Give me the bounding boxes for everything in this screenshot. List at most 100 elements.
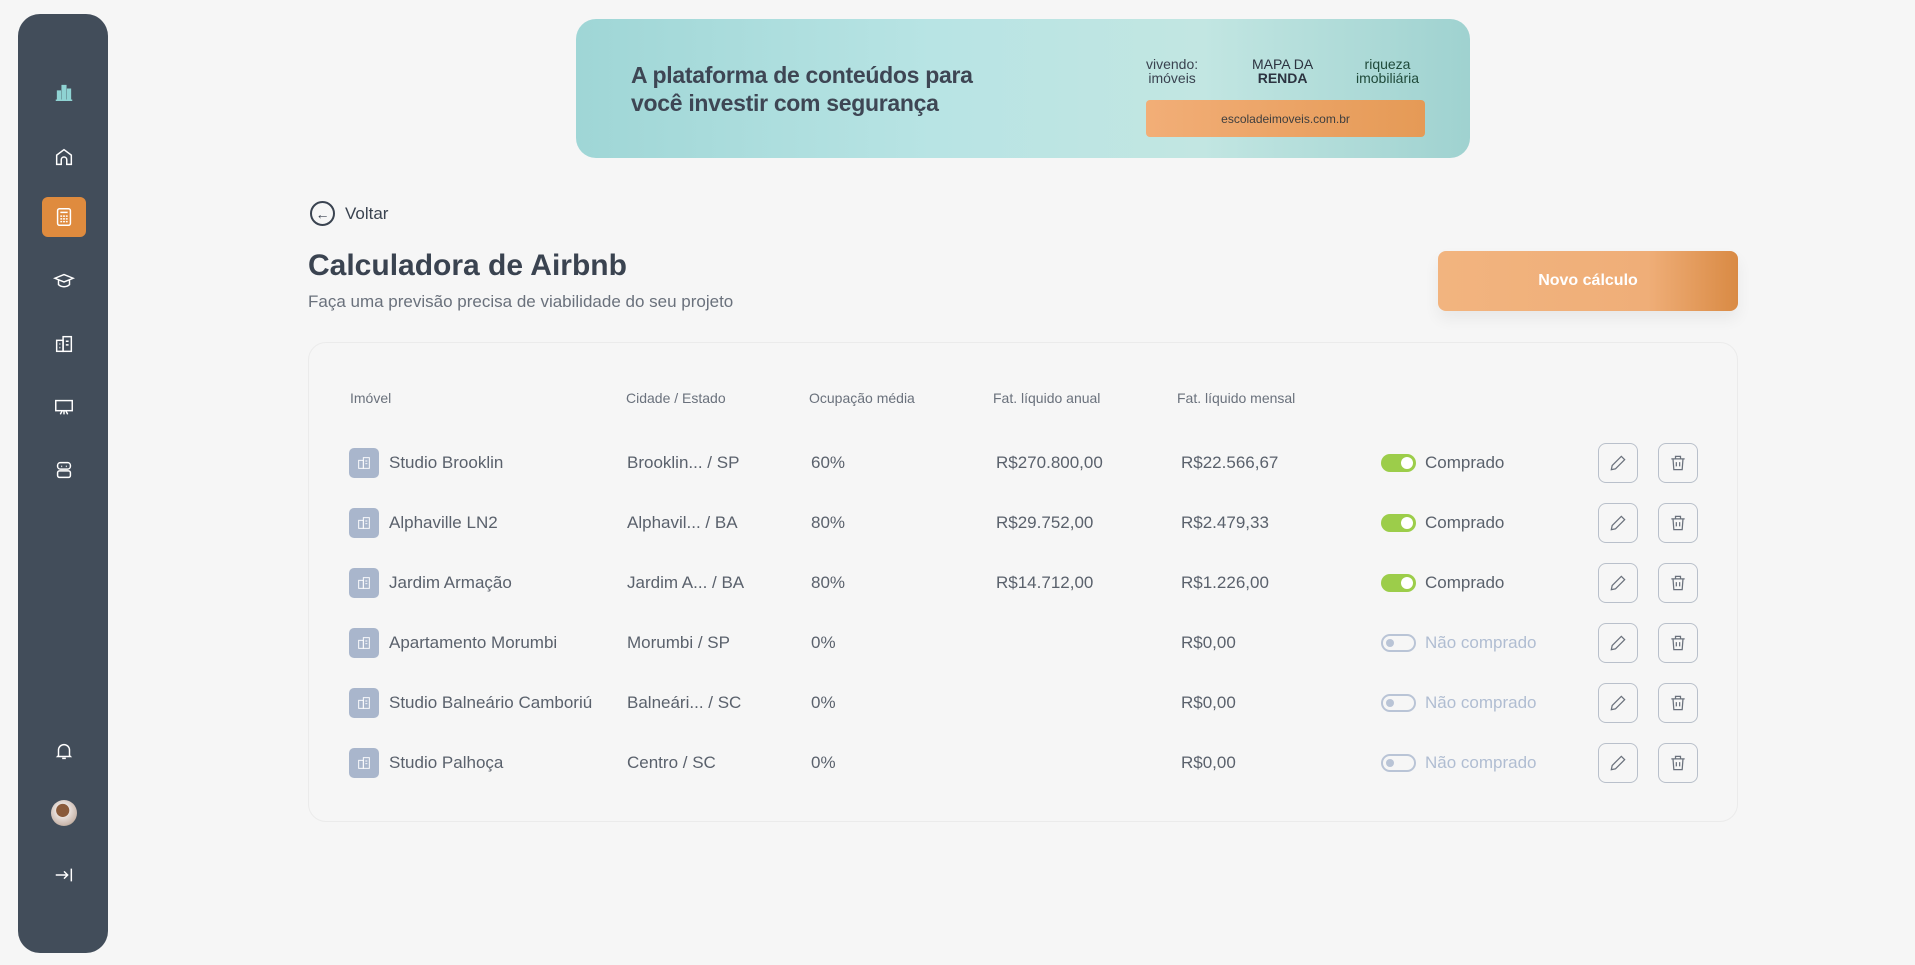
occupancy: 60% xyxy=(811,453,846,472)
monthly-revenue: R$0,00 xyxy=(1181,693,1236,712)
back-label: Voltar xyxy=(345,203,389,223)
building-icon xyxy=(349,448,379,478)
city-state: Centro / SC xyxy=(627,753,716,772)
table-row: Studio Brooklin Brooklin... / SP 60% R$2… xyxy=(309,443,1737,483)
avatar[interactable] xyxy=(42,793,86,833)
header-annual: Fat. líquido anual xyxy=(993,390,1101,406)
building-icon xyxy=(349,748,379,778)
robot-icon xyxy=(56,461,72,479)
sidebar-item-home[interactable] xyxy=(42,137,86,177)
annual-revenue: R$14.712,00 xyxy=(996,573,1094,592)
monthly-revenue: R$1.226,00 xyxy=(1181,573,1269,592)
property-name: Studio Balneário Camboriú xyxy=(389,693,593,712)
purchased-status: Comprado xyxy=(1425,513,1505,532)
occupancy: 0% xyxy=(811,693,836,712)
monthly-revenue: R$2.479,33 xyxy=(1181,513,1269,532)
page-subtitle: Faça uma previsão precisa de viabilidade… xyxy=(308,292,734,311)
building-icon xyxy=(349,568,379,598)
delete-button[interactable] xyxy=(1658,503,1698,543)
pencil-icon xyxy=(1610,695,1626,711)
back-button[interactable]: ← Voltar xyxy=(310,201,388,226)
edit-button[interactable] xyxy=(1598,683,1638,723)
delete-button[interactable] xyxy=(1658,743,1698,783)
trash-icon xyxy=(1671,695,1685,711)
delete-button[interactable] xyxy=(1658,623,1698,663)
purchased-toggle[interactable] xyxy=(1381,634,1416,652)
occupancy: 0% xyxy=(811,633,836,652)
occupancy: 80% xyxy=(811,513,846,532)
purchased-toggle[interactable] xyxy=(1381,454,1416,472)
logo-icon[interactable] xyxy=(42,72,86,112)
delete-button[interactable] xyxy=(1658,683,1698,723)
table-row: Jardim Armação Jardim A... / BA 80% R$14… xyxy=(309,563,1737,603)
annual-revenue: R$29.752,00 xyxy=(996,513,1094,532)
building-icon xyxy=(55,335,73,353)
bell-icon xyxy=(55,743,73,760)
logo-riqueza-imobiliaria: riqueza imobiliária xyxy=(1356,56,1420,86)
trash-icon xyxy=(1671,755,1685,771)
trash-icon xyxy=(1671,515,1685,531)
arrow-left-icon: ← xyxy=(310,201,335,226)
promo-banner[interactable]: A plataforma de conteúdos para você inves… xyxy=(576,19,1470,158)
purchased-toggle[interactable] xyxy=(1381,514,1416,532)
pencil-icon xyxy=(1610,635,1626,651)
purchased-toggle[interactable] xyxy=(1381,574,1416,592)
delete-button[interactable] xyxy=(1658,443,1698,483)
purchased-status: Comprado xyxy=(1425,573,1505,592)
monthly-revenue: R$0,00 xyxy=(1181,633,1236,652)
calculator-icon xyxy=(56,208,72,226)
monthly-revenue: R$22.566,67 xyxy=(1181,453,1279,472)
sidebar-item-courses[interactable] xyxy=(42,261,86,301)
city-state: Morumbi / SP xyxy=(627,633,730,652)
sidebar-item-assistant[interactable] xyxy=(42,450,86,490)
city-state: Alphavil... / BA xyxy=(627,513,738,532)
annual-revenue: R$270.800,00 xyxy=(996,453,1103,472)
edit-button[interactable] xyxy=(1598,623,1638,663)
table-row: Alphaville LN2 Alphavil... / BA 80% R$29… xyxy=(309,503,1737,543)
notifications-button[interactable] xyxy=(42,731,86,771)
property-name: Alphaville LN2 xyxy=(389,513,498,532)
building-icon xyxy=(349,688,379,718)
city-state: Balneári... / SC xyxy=(627,693,742,712)
pencil-icon xyxy=(1610,755,1626,771)
graduation-cap-icon xyxy=(53,273,75,288)
monthly-revenue: R$0,00 xyxy=(1181,753,1236,772)
table-row: Apartamento Morumbi Morumbi / SP 0% R$0,… xyxy=(309,623,1737,663)
logout-icon xyxy=(55,868,73,882)
logout-button[interactable] xyxy=(42,855,86,895)
trash-icon xyxy=(1671,635,1685,651)
city-state: Jardim A... / BA xyxy=(627,573,745,592)
trash-icon xyxy=(1671,455,1685,471)
edit-button[interactable] xyxy=(1598,563,1638,603)
purchased-toggle[interactable] xyxy=(1381,694,1416,712)
edit-button[interactable] xyxy=(1598,503,1638,543)
delete-button[interactable] xyxy=(1658,563,1698,603)
header-monthly: Fat. líquido mensal xyxy=(1177,390,1296,406)
pencil-icon xyxy=(1610,575,1626,591)
property-name: Apartamento Morumbi xyxy=(389,633,558,652)
purchased-status: Não comprado xyxy=(1425,693,1537,712)
property-name: Studio Palhoça xyxy=(389,753,504,772)
new-calculation-button[interactable]: Novo cálculo xyxy=(1438,251,1738,311)
purchased-toggle[interactable] xyxy=(1381,754,1416,772)
banner-url[interactable]: escoladeimoveis.com.br xyxy=(1146,100,1425,137)
trash-icon xyxy=(1671,575,1685,591)
header-city: Cidade / Estado xyxy=(626,390,726,406)
pencil-icon xyxy=(1610,515,1626,531)
calculations-table: Imóvel Cidade / Estado Ocupação média Fa… xyxy=(308,342,1738,822)
property-name: Jardim Armação xyxy=(389,573,512,592)
presentation-icon xyxy=(55,399,73,415)
sidebar-item-properties[interactable] xyxy=(42,324,86,364)
sidebar-item-presentations[interactable] xyxy=(42,387,86,427)
property-name: Studio Brooklin xyxy=(389,453,504,472)
occupancy: 80% xyxy=(811,573,846,592)
sidebar-item-calculator[interactable] xyxy=(42,197,86,237)
header-occupancy: Ocupação média xyxy=(809,390,915,406)
table-row: Studio Palhoça Centro / SC 0% R$0,00 Não… xyxy=(309,743,1737,783)
logo-mapa-da-renda: MAPA DA RENDA xyxy=(1252,56,1314,86)
table-row: Studio Balneário Camboriú Balneári... / … xyxy=(309,683,1737,723)
edit-button[interactable] xyxy=(1598,743,1638,783)
pencil-icon xyxy=(1610,455,1626,471)
sidebar xyxy=(18,14,108,953)
edit-button[interactable] xyxy=(1598,443,1638,483)
